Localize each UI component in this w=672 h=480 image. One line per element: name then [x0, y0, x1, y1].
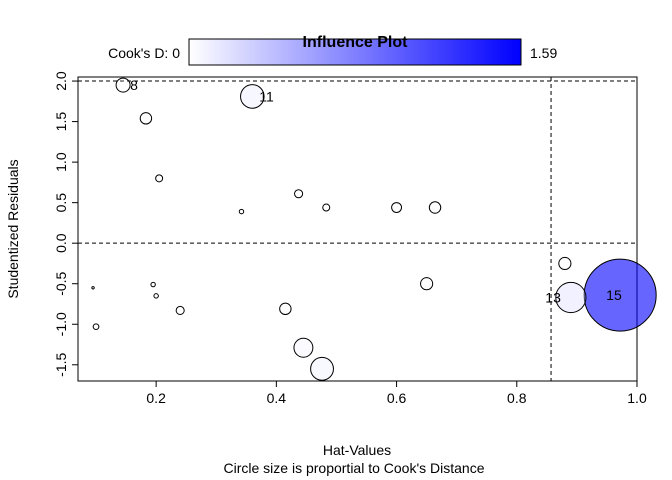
data-point-4 [294, 189, 304, 199]
y-tick-label-4: 0.5 [53, 193, 69, 213]
data-point-14 [279, 302, 292, 316]
reference-lines [78, 77, 637, 381]
point-label-11: 11 [259, 88, 274, 104]
point-label-8: 8 [130, 77, 138, 93]
data-point-17 [293, 337, 314, 358]
x-tick-label-1: 0.4 [267, 390, 287, 406]
x-axis: 0.2 0.4 0.6 0.8 1.0 [146, 380, 647, 406]
chart-title: Influence Plot [303, 34, 409, 51]
legend-min-label: Cook's D: 0 [108, 45, 180, 61]
x-tick-label-0: 0.2 [146, 390, 166, 406]
data-point-13 [175, 305, 185, 316]
data-point-11 [153, 293, 159, 299]
data-point-15 [420, 277, 434, 291]
y-axis-label: Studentized Residuals [5, 159, 21, 298]
y-tick-label-3: 0.0 [53, 233, 69, 253]
data-point-19 [555, 281, 587, 314]
y-tick-label-7: 2.0 [53, 71, 69, 91]
x-tick-label-4: 1.0 [627, 390, 647, 406]
plot-frame [77, 76, 638, 382]
point-label-15: 15 [606, 287, 622, 303]
data-point-12 [92, 323, 100, 331]
y-tick-label-2: -0.5 [53, 271, 69, 295]
data-points: 15 13 11 8 [91, 77, 657, 381]
x-axis-label: Hat-Values [323, 442, 391, 458]
y-tick-label-5: 1.0 [53, 152, 69, 172]
data-point-2 [139, 112, 153, 125]
x-tick-label-2: 0.6 [387, 390, 407, 406]
data-point-9 [91, 286, 95, 290]
data-point-8 [428, 201, 442, 214]
data-point-1 [240, 84, 265, 109]
data-point-18 [310, 356, 334, 381]
data-point-0 [115, 77, 131, 93]
data-point-16 [558, 256, 572, 271]
y-tick-label-0: -1.5 [53, 353, 69, 377]
x-tick-label-3: 0.8 [507, 390, 527, 406]
y-tick-label-6: 1.5 [53, 112, 69, 132]
data-point-10 [150, 281, 156, 288]
y-axis: -1.5 -1.0 -0.5 0.0 0.5 1.0 1.5 2.0 [53, 71, 79, 377]
data-point-7 [391, 202, 403, 213]
legend-color-bar [188, 38, 522, 66]
data-point-5 [238, 208, 245, 215]
y-tick-label-1: -1.0 [53, 312, 69, 336]
legend-max-label: 1.59 [530, 45, 557, 61]
data-point-3 [155, 174, 164, 183]
data-point-6 [322, 203, 331, 212]
data-point-20 [583, 258, 657, 332]
x-axis-subtitle: Circle size is proportial to Cook's Dist… [224, 460, 485, 476]
point-label-13: 13 [545, 290, 561, 306]
